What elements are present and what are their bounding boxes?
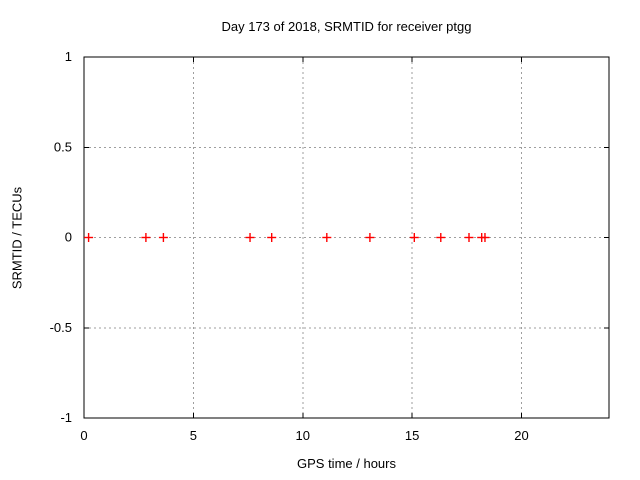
x-axis-title: GPS time / hours	[297, 456, 396, 471]
y-tick-label: -0.5	[50, 320, 72, 335]
y-tick-label: -1	[60, 410, 72, 425]
y-tick-label: 0	[65, 230, 72, 245]
x-tick-label: 0	[80, 428, 87, 443]
y-tick-label: 1	[65, 49, 72, 64]
chart-title: Day 173 of 2018, SRMTID for receiver ptg…	[221, 19, 472, 34]
x-tick-label: 15	[405, 428, 419, 443]
x-tick-label: 10	[296, 428, 310, 443]
x-tick-label: 5	[190, 428, 197, 443]
y-tick-label: 0.5	[54, 139, 72, 154]
x-tick-label: 20	[514, 428, 528, 443]
